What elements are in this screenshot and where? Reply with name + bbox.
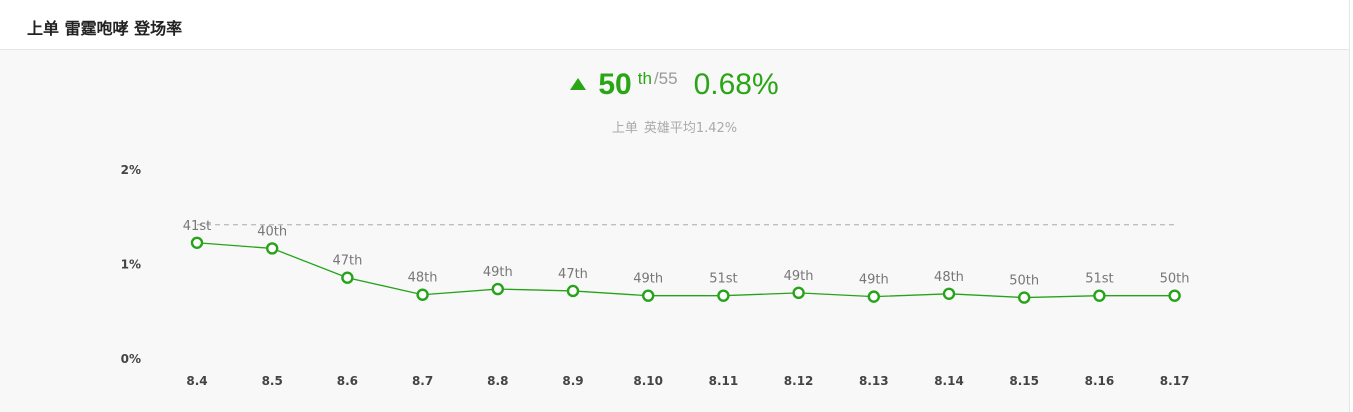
data-point (717, 289, 730, 302)
x-tick-label: 8.16 (1085, 374, 1115, 388)
data-point (1093, 289, 1106, 302)
x-tick-label: 8.12 (784, 374, 814, 388)
trend-up-icon (570, 78, 587, 90)
rank-number: 50 (598, 68, 632, 101)
data-point-rank-label: 47th (558, 267, 588, 282)
data-point-rank-label: 50th (1009, 274, 1039, 289)
data-point-rank-label: 49th (784, 269, 814, 284)
x-tick-label: 8.5 (262, 374, 283, 388)
rank-suffix: th (637, 69, 652, 88)
data-point-rank-label: 40th (257, 224, 287, 239)
y-tick-label: 2% (121, 163, 141, 177)
data-point (792, 286, 805, 300)
data-point-rank-label: 50th (1160, 272, 1190, 287)
x-tick-label: 8.8 (487, 374, 508, 388)
rank-summary: 50 th/55 0.68% (0, 68, 1349, 102)
data-point-rank-label: 51st (709, 272, 737, 287)
data-point (491, 282, 504, 296)
average-role: 上单 (611, 121, 638, 136)
y-tick-label: 0% (121, 352, 141, 366)
pick-rate-value: 0.68% (693, 68, 779, 101)
x-tick-label: 8.6 (337, 374, 358, 388)
average-text: 英雄平均1.42% (643, 121, 738, 136)
data-point (190, 236, 204, 249)
x-tick-label: 8.9 (562, 374, 583, 388)
x-tick-label: 8.13 (859, 374, 889, 388)
data-point-rank-label: 49th (859, 273, 889, 288)
data-point-rank-label: 47th (332, 254, 362, 269)
data-point (867, 290, 880, 303)
x-tick-label: 8.15 (1009, 374, 1039, 388)
data-point-rank-label: 51st (1085, 272, 1113, 287)
x-tick-label: 8.11 (709, 374, 739, 388)
data-point (642, 289, 655, 302)
data-point-rank-label: 49th (483, 265, 513, 280)
data-point (266, 242, 279, 255)
data-point (416, 288, 429, 301)
x-tick-label: 8.4 (186, 374, 207, 388)
data-point (566, 284, 580, 298)
y-tick-label: 1% (121, 258, 141, 272)
pick-rate-series-line (196, 242, 1175, 299)
data-point-rank-label: 48th (934, 270, 964, 285)
data-point (341, 271, 354, 284)
data-point-rank-label: 49th (633, 272, 663, 287)
data-point-rank-label: 48th (408, 271, 438, 286)
average-note: 上单 英雄平均1.42% (0, 117, 1349, 136)
data-point (1168, 289, 1181, 302)
x-tick-label: 8.7 (412, 374, 433, 388)
panel-header: 上单 雷霆咆哮 登场率 (0, 0, 1349, 50)
x-tick-label: 8.17 (1160, 374, 1190, 388)
rank-total: /55 (653, 69, 678, 88)
data-point (942, 287, 956, 300)
x-tick-label: 8.14 (934, 374, 964, 388)
data-point-rank-label: 41st (183, 219, 211, 234)
data-point (1017, 291, 1031, 304)
panel-title: 上单 雷霆咆哮 登场率 (27, 19, 183, 38)
x-tick-label: 8.10 (633, 374, 663, 388)
